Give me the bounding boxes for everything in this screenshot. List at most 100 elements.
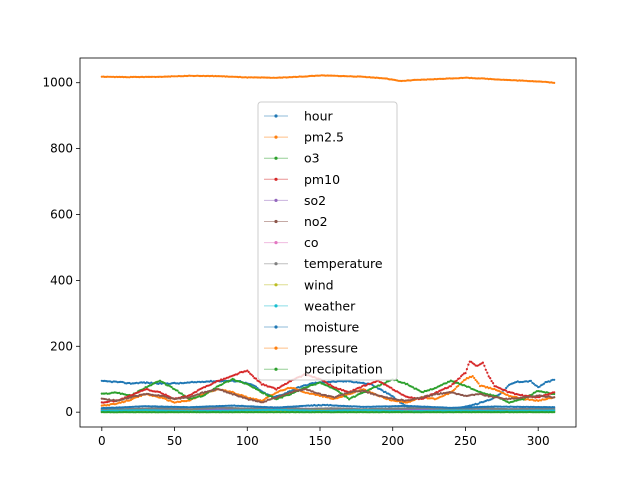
data-point: [266, 396, 269, 399]
legend-item[interactable]: weather: [264, 298, 356, 313]
data-point: [275, 388, 278, 391]
data-point: [477, 402, 480, 405]
data-point: [329, 383, 332, 386]
legend-item[interactable]: temperature: [264, 256, 383, 271]
legend-item[interactable]: o3: [264, 151, 320, 166]
data-point: [477, 382, 480, 385]
legend-marker: [274, 219, 278, 224]
data-point: [164, 397, 167, 400]
data-point: [436, 391, 439, 394]
y-tick-label: 1000: [42, 76, 73, 90]
data-point: [257, 380, 260, 383]
y-tick-label: 0: [65, 405, 73, 419]
data-point: [353, 395, 356, 398]
data-point: [481, 361, 484, 364]
legend-label: precipitation: [304, 362, 383, 377]
x-axis: 0 50 100 150 200 250 300: [98, 427, 550, 448]
data-point: [506, 385, 509, 388]
legend-item[interactable]: pressure: [264, 341, 358, 356]
legend-item[interactable]: pm10: [264, 172, 340, 187]
legend-item[interactable]: moisture: [264, 320, 359, 335]
data-point: [553, 409, 556, 412]
legend-marker: [274, 367, 278, 371]
legend-marker: [274, 198, 278, 202]
legend-marker: [274, 325, 278, 329]
x-tick-label: 250: [454, 434, 477, 448]
legend-marker: [274, 304, 278, 308]
legend-item[interactable]: wind: [264, 277, 334, 292]
data-point: [476, 380, 479, 383]
legend-marker: [274, 114, 278, 118]
data-point: [492, 382, 495, 385]
data-point: [221, 383, 224, 386]
data-point: [461, 373, 464, 376]
data-point: [337, 390, 340, 393]
data-point: [250, 373, 253, 376]
data-point: [538, 385, 541, 388]
data-point: [483, 364, 486, 367]
data-point: [163, 381, 166, 385]
legend-label: wind: [304, 277, 334, 292]
data-point: [535, 384, 538, 387]
data-point: [548, 380, 551, 383]
legend-marker: [274, 135, 278, 139]
data-point: [388, 393, 391, 396]
data-point: [406, 382, 409, 385]
data-point: [398, 392, 402, 395]
data-point: [257, 389, 260, 392]
data-point: [505, 389, 508, 392]
legend-item[interactable]: precipitation: [264, 362, 383, 377]
data-point: [486, 371, 489, 374]
data-point: [506, 393, 509, 396]
data-point: [467, 377, 470, 380]
data-point: [368, 391, 371, 394]
data-point: [457, 384, 460, 387]
data-point: [553, 378, 556, 381]
data-point: [170, 386, 173, 389]
x-tick-label: 0: [98, 434, 106, 448]
legend-label: so2: [304, 193, 326, 208]
data-point: [464, 378, 467, 381]
data-point: [521, 393, 524, 396]
data-point: [176, 389, 179, 392]
data-point: [470, 360, 473, 363]
data-point: [228, 379, 231, 382]
data-point: [464, 372, 467, 375]
data-point: [529, 379, 533, 382]
data-point: [190, 393, 194, 396]
legend-item[interactable]: no2: [264, 214, 328, 229]
legend-item[interactable]: so2: [264, 193, 326, 208]
plot-series-group: [100, 74, 556, 414]
data-point: [158, 391, 162, 394]
data-point: [452, 382, 455, 385]
data-point: [252, 375, 255, 378]
data-point: [263, 392, 266, 395]
data-point: [474, 378, 477, 382]
data-point: [473, 376, 476, 380]
legend-marker: [274, 346, 278, 350]
data-point: [553, 391, 556, 394]
data-point: [384, 390, 387, 393]
legend-label: pressure: [304, 341, 358, 356]
legend-marker: [274, 177, 278, 181]
legend-label: pm2.5: [304, 130, 344, 145]
data-point: [345, 395, 348, 398]
data-point: [396, 379, 399, 382]
legend[interactable]: hour pm2.5 o3 pm10 so2 no2 co temperature wind we…: [257, 101, 398, 381]
data-point: [553, 406, 556, 409]
data-point: [489, 377, 492, 380]
legend-item[interactable]: pm2.5: [264, 130, 344, 145]
data-point: [468, 386, 471, 389]
legend-label: o3: [304, 151, 320, 166]
x-tick-label: 150: [309, 434, 332, 448]
data-point: [531, 393, 534, 396]
data-point: [505, 386, 508, 390]
data-point: [265, 400, 268, 403]
legend-label: no2: [304, 214, 328, 229]
legend-item[interactable]: co: [264, 235, 319, 250]
data-point: [391, 395, 394, 398]
series-pressure: [100, 74, 556, 84]
data-point: [326, 382, 329, 385]
legend-item[interactable]: hour: [264, 109, 333, 124]
y-tick-label: 400: [50, 273, 73, 287]
